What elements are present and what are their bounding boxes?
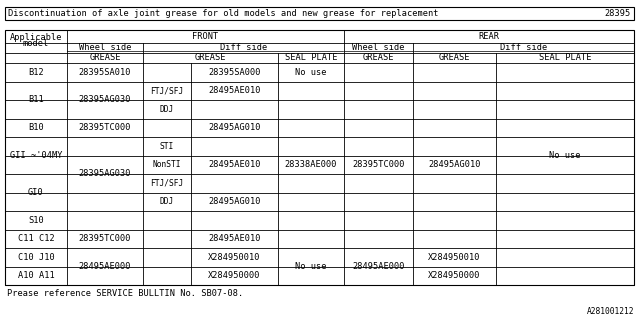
Text: 28338AE000: 28338AE000 — [285, 160, 337, 169]
Text: A10 A11: A10 A11 — [18, 271, 54, 280]
Text: X284950000: X284950000 — [208, 271, 260, 280]
Text: No use: No use — [295, 262, 327, 271]
Text: 28495AE000: 28495AE000 — [352, 262, 404, 271]
Text: Discontinuation of axle joint grease for old models and new grease for replaceme: Discontinuation of axle joint grease for… — [8, 9, 438, 18]
Text: FRONT: FRONT — [193, 32, 219, 41]
Text: X284950010: X284950010 — [428, 253, 481, 262]
Text: 28495AG010: 28495AG010 — [208, 123, 260, 132]
Text: NonSTI: NonSTI — [153, 160, 181, 169]
Text: 28495AE010: 28495AE010 — [208, 86, 260, 95]
Text: No use: No use — [549, 151, 580, 160]
Text: DDJ: DDJ — [160, 105, 174, 114]
Text: 28395AG030: 28395AG030 — [79, 170, 131, 179]
Text: 28495AE010: 28495AE010 — [208, 234, 260, 243]
Text: 28395AG030: 28395AG030 — [79, 95, 131, 105]
Text: X284950010: X284950010 — [208, 253, 260, 262]
Text: GREASE: GREASE — [195, 53, 227, 62]
Text: A281001212: A281001212 — [586, 308, 634, 316]
Text: DDJ: DDJ — [160, 197, 174, 206]
Text: 28495AE010: 28495AE010 — [208, 160, 260, 169]
Text: STI: STI — [160, 142, 174, 151]
Text: 28395SA000: 28395SA000 — [208, 68, 260, 77]
Bar — [5, 30, 634, 285]
Text: 28395SA010: 28395SA010 — [79, 68, 131, 77]
Text: No use: No use — [295, 68, 327, 77]
Text: FTJ/SFJ: FTJ/SFJ — [150, 179, 184, 188]
Text: 28495AG010: 28495AG010 — [208, 197, 260, 206]
Text: GI0: GI0 — [28, 188, 44, 197]
Text: GII ~'04MY: GII ~'04MY — [10, 151, 62, 160]
Text: Wheel side: Wheel side — [352, 44, 404, 52]
Text: B10: B10 — [28, 123, 44, 132]
Text: 28395TC000: 28395TC000 — [79, 234, 131, 243]
Text: C10 J10: C10 J10 — [18, 253, 54, 262]
Text: B12: B12 — [28, 68, 44, 77]
Text: X284950000: X284950000 — [428, 271, 481, 280]
Text: B11: B11 — [28, 95, 44, 105]
Text: REAR: REAR — [479, 32, 499, 41]
Text: GREASE: GREASE — [89, 53, 121, 62]
Text: 28495AG010: 28495AG010 — [428, 160, 481, 169]
Text: 28495AE000: 28495AE000 — [79, 262, 131, 271]
Text: Diff side: Diff side — [500, 44, 547, 52]
Text: 28395TC000: 28395TC000 — [79, 123, 131, 132]
Text: GREASE: GREASE — [363, 53, 394, 62]
Text: Diff side: Diff side — [220, 44, 267, 52]
Text: 28395: 28395 — [605, 9, 631, 18]
Text: GREASE: GREASE — [439, 53, 470, 62]
Text: 28395TC000: 28395TC000 — [352, 160, 404, 169]
Text: C11 C12: C11 C12 — [18, 234, 54, 243]
Text: S10: S10 — [28, 216, 44, 225]
Text: model: model — [23, 39, 49, 49]
Text: SEAL PLATE: SEAL PLATE — [539, 53, 591, 62]
Text: Applicable: Applicable — [10, 33, 62, 42]
Text: Wheel side: Wheel side — [79, 44, 131, 52]
Text: FTJ/SFJ: FTJ/SFJ — [150, 86, 184, 95]
Text: Prease reference SERVICE BULLTIN No. SB07-08.: Prease reference SERVICE BULLTIN No. SB0… — [7, 290, 243, 299]
Text: SEAL PLATE: SEAL PLATE — [285, 53, 337, 62]
Bar — [5, 7, 634, 20]
